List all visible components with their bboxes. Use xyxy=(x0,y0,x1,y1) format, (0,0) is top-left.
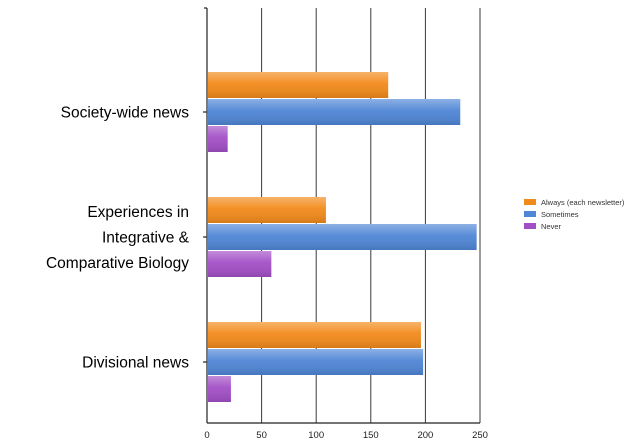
bar-sometimes-1 xyxy=(208,224,477,250)
x-tick-label: 100 xyxy=(308,430,324,441)
bar-shine xyxy=(208,197,326,223)
bar-shine xyxy=(208,224,477,250)
category-label: Society-wide news xyxy=(61,105,190,122)
bar-shine xyxy=(208,376,231,402)
x-tick-label: 0 xyxy=(204,430,209,441)
bar-never-0 xyxy=(208,126,228,152)
legend-swatch xyxy=(524,199,536,205)
bars xyxy=(208,72,477,402)
bar-shine xyxy=(208,251,272,277)
legend: Always (each newsletter) Sometimes Never xyxy=(524,198,625,231)
bar-shine xyxy=(208,349,424,375)
legend-item: Sometimes xyxy=(524,210,579,219)
legend-item: Always (each newsletter) xyxy=(524,198,625,207)
bar-shine xyxy=(208,72,389,98)
bar-sometimes-0 xyxy=(208,99,461,125)
bar-sometimes-2 xyxy=(208,349,424,375)
legend-swatch xyxy=(524,223,536,229)
x-tick-label: 250 xyxy=(472,430,488,441)
legend-swatch xyxy=(524,211,536,217)
axes xyxy=(203,7,480,424)
category-label: Integrative & xyxy=(102,230,190,247)
x-tick-label: 150 xyxy=(363,430,379,441)
legend-item: Never xyxy=(524,222,562,231)
legend-label: Sometimes xyxy=(541,210,579,219)
category-label: Divisional news xyxy=(82,355,189,372)
bar-always-each-newsletter--1 xyxy=(208,197,326,223)
bar-shine xyxy=(208,322,421,348)
bar-never-2 xyxy=(208,376,231,402)
bar-always-each-newsletter--2 xyxy=(208,322,421,348)
legend-label: Always (each newsletter) xyxy=(541,198,625,207)
bar-shine xyxy=(208,99,461,125)
legend-label: Never xyxy=(541,222,562,231)
x-tick-label: 50 xyxy=(256,430,267,441)
category-label: Comparative Biology xyxy=(46,255,189,272)
bar-always-each-newsletter--0 xyxy=(208,72,389,98)
x-tick-labels: 0 50 100 150 200 250 xyxy=(204,430,488,441)
bar-shine xyxy=(208,126,228,152)
category-label: Experiences in xyxy=(87,204,189,221)
x-tick-label: 200 xyxy=(417,430,433,441)
bar-never-1 xyxy=(208,251,272,277)
category-labels: Society-wide news Experiences in Integrati… xyxy=(46,105,190,372)
